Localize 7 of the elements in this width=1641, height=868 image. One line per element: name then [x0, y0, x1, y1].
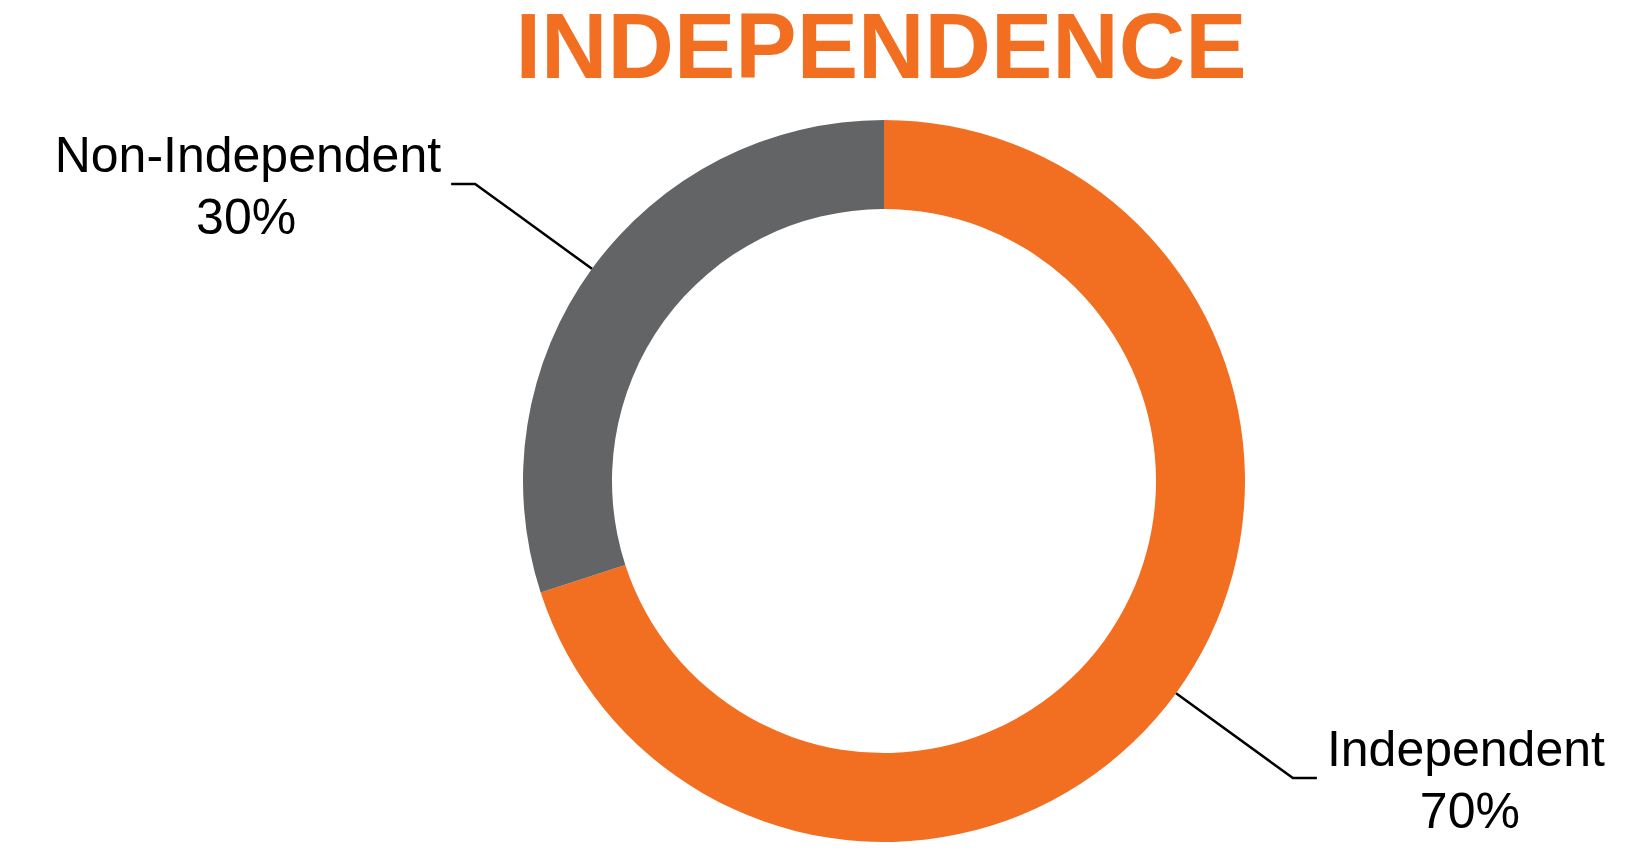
donut-slice [523, 120, 884, 593]
chart-title: INDEPENDENCE [515, 0, 1247, 97]
data-label: 30% [196, 188, 297, 245]
data-label: 70% [1419, 783, 1520, 840]
slice-label: Independent [1326, 721, 1606, 778]
donut-slice [540, 120, 1245, 842]
slice-label: Non-Independent [54, 126, 442, 183]
